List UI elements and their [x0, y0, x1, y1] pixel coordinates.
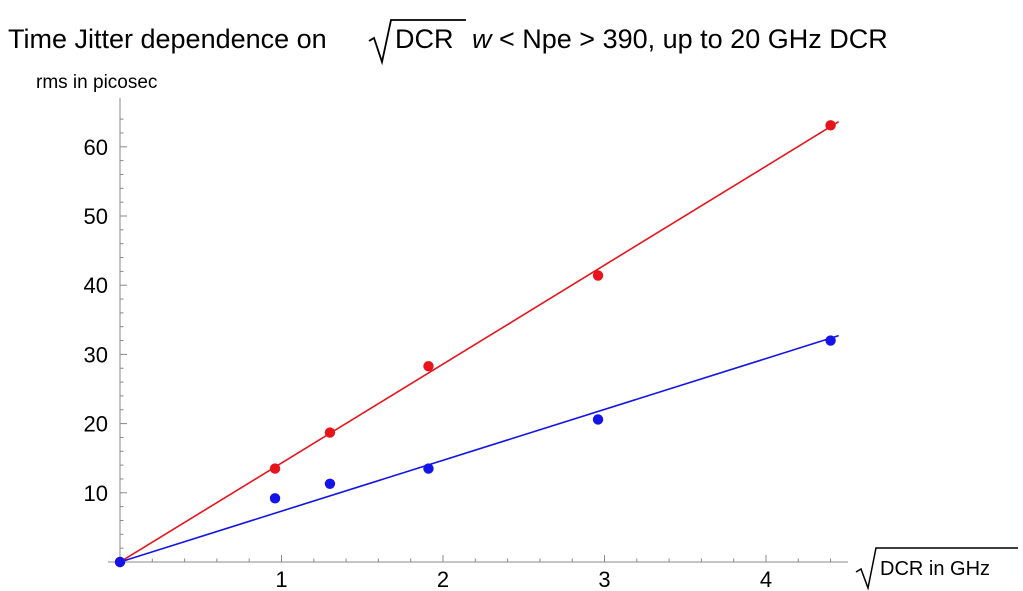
title-radical-sign — [368, 19, 466, 66]
x-axis-label: DCR in GHz — [880, 558, 990, 580]
x-tick-label: 2 — [437, 567, 449, 591]
fit-lines — [119, 120, 840, 563]
data-point-series-2 — [324, 478, 336, 490]
fit-line-series-2 — [119, 334, 839, 563]
chart-title-radical: DCR — [395, 24, 454, 54]
y-tick-label: 30 — [84, 342, 108, 367]
chart-title-suffix: < Npe > 390, up to 20 GHz DCR — [499, 24, 888, 54]
data-point-series-1 — [324, 427, 336, 438]
y-tick-label: 10 — [84, 481, 108, 506]
y-tick-label: 20 — [84, 412, 108, 437]
data-point-series-2 — [825, 335, 836, 346]
y-tick-label: 60 — [84, 135, 108, 160]
y-tick-label: 50 — [84, 204, 108, 229]
x-tick-label: 3 — [598, 567, 610, 591]
xlabel-radical-sign — [855, 547, 1018, 591]
fit-line-series-1 — [119, 120, 840, 563]
data-point-series-2 — [114, 556, 126, 568]
data-points — [114, 120, 836, 568]
data-point-series-1 — [269, 463, 281, 474]
data-point-series-1 — [423, 360, 434, 372]
x-ticks: 1 2 3 4 — [275, 555, 772, 591]
y-ticks: 10 20 30 40 50 60 — [84, 135, 127, 506]
y-minor-ticks — [120, 118, 124, 549]
chart-title-italic-w: w — [472, 24, 493, 54]
y-axis-label: rms in picosec — [36, 72, 157, 93]
data-point-series-1 — [825, 120, 836, 131]
x-minor-ticks — [151, 558, 832, 562]
x-tick-label: 1 — [275, 567, 287, 591]
chart-title-prefix: Time Jitter dependence on — [8, 24, 327, 54]
data-point-series-2 — [423, 463, 434, 474]
x-tick-label: 4 — [760, 567, 772, 591]
data-point-series-2 — [269, 493, 281, 504]
data-point-series-1 — [592, 270, 604, 281]
data-point-series-2 — [592, 414, 604, 425]
y-tick-label: 40 — [84, 273, 108, 298]
